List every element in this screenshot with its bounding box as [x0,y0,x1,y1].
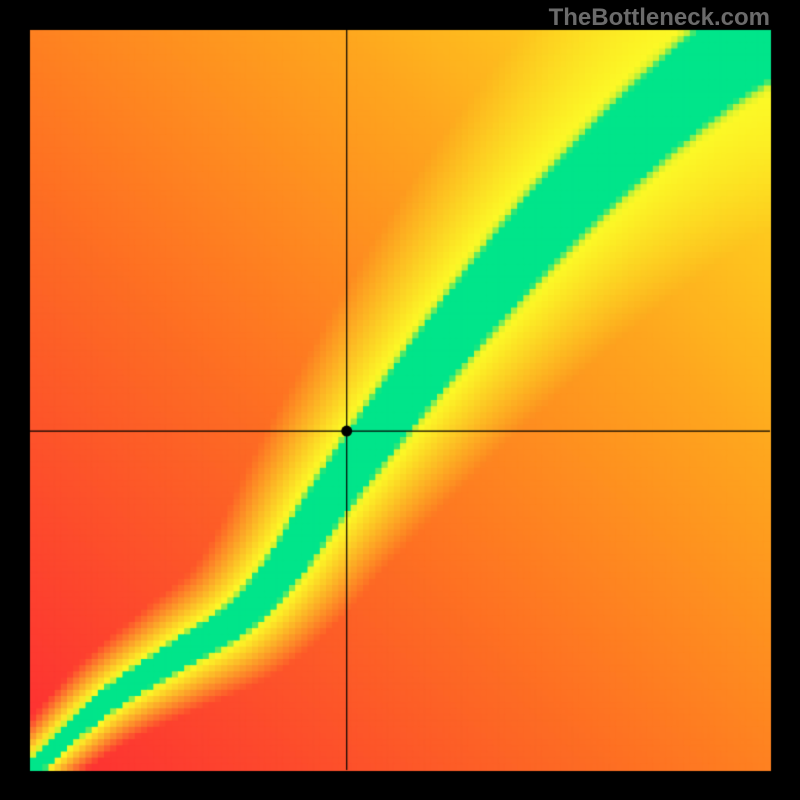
watermark-text: TheBottleneck.com [549,4,770,32]
bottleneck-heatmap [0,0,800,800]
